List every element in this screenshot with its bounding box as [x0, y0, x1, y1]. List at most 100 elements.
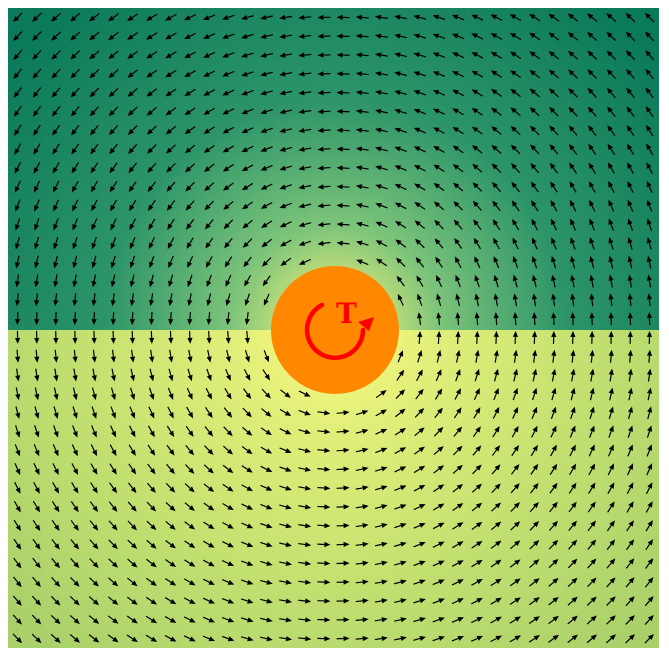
field-arrow [72, 368, 78, 382]
field-arrow [355, 184, 369, 190]
field-arrow [317, 429, 331, 435]
field-arrow [88, 634, 100, 643]
field-arrow [375, 428, 388, 435]
field-arrow [184, 107, 196, 116]
field-arrow [376, 258, 388, 267]
field-arrow [356, 259, 369, 266]
field-arrow [279, 202, 292, 209]
field-arrow [91, 293, 97, 307]
field-arrow [110, 199, 118, 212]
field-arrow [413, 164, 426, 172]
field-arrow [490, 89, 502, 97]
field-arrow [433, 446, 444, 456]
field-arrow [627, 255, 633, 269]
field-arrow [645, 539, 654, 551]
field-arrow [166, 200, 176, 211]
field-arrow [453, 219, 463, 230]
field-arrow [164, 635, 177, 642]
field-arrow [223, 200, 234, 210]
field-arrow [374, 598, 388, 604]
field-arrow [394, 146, 407, 152]
field-arrow [166, 463, 175, 475]
field-arrow [146, 482, 156, 493]
field-arrow [34, 406, 40, 419]
field-arrow [186, 237, 194, 249]
field-arrow [455, 368, 461, 382]
field-arrow [452, 126, 464, 135]
field-arrow [452, 71, 465, 78]
field-arrow [52, 444, 59, 457]
field-arrow [531, 200, 539, 212]
field-arrow [14, 161, 22, 174]
field-arrow [14, 124, 22, 136]
field-arrow [355, 560, 369, 566]
field-arrow [413, 635, 426, 641]
field-arrow [110, 255, 116, 269]
field-arrow [91, 312, 97, 326]
field-arrow [551, 255, 557, 269]
field-arrow [375, 221, 388, 228]
field-arrow [415, 388, 424, 400]
field-arrow [72, 255, 78, 269]
field-arrow [129, 274, 135, 288]
field-arrow [260, 164, 273, 171]
field-arrow [374, 52, 388, 58]
field-arrow [221, 616, 235, 623]
field-arrow [89, 520, 99, 531]
field-arrow [548, 520, 559, 531]
field-arrow [568, 69, 579, 79]
field-arrow [205, 256, 213, 268]
field-arrow [568, 106, 578, 117]
field-arrow [126, 634, 138, 643]
field-arrow [490, 635, 503, 643]
field-arrow [126, 596, 138, 605]
field-arrow [184, 144, 196, 154]
field-arrow [260, 427, 272, 436]
field-arrow [608, 330, 614, 344]
field-arrow [453, 407, 462, 419]
field-arrow [279, 109, 293, 115]
field-arrow [222, 108, 235, 115]
field-arrow [549, 501, 558, 513]
field-arrow [241, 164, 254, 172]
field-arrow [645, 124, 654, 137]
field-arrow [355, 428, 369, 434]
field-arrow [260, 560, 273, 566]
field-arrow [587, 501, 596, 513]
field-arrow [454, 388, 461, 400]
field-arrow [589, 293, 595, 307]
field-arrow [435, 369, 442, 382]
field-arrow [374, 504, 388, 510]
field-arrow [109, 143, 118, 155]
field-arrow [241, 127, 254, 133]
field-arrow [644, 577, 654, 588]
field-arrow [70, 106, 80, 117]
field-arrow [221, 598, 235, 604]
field-arrow [570, 368, 576, 382]
field-arrow [455, 293, 461, 307]
field-arrow [279, 485, 292, 491]
field-arrow [13, 31, 23, 42]
field-arrow [317, 33, 331, 39]
field-arrow [15, 406, 21, 419]
field-arrow [129, 387, 136, 401]
field-arrow [240, 598, 254, 604]
field-arrow [13, 500, 21, 513]
field-arrow [530, 162, 540, 174]
field-arrow [262, 369, 271, 381]
field-arrow [568, 144, 578, 155]
field-arrow [280, 389, 291, 398]
field-arrow [569, 425, 576, 438]
field-arrow [145, 596, 157, 605]
field-arrow [146, 125, 157, 135]
field-arrow [129, 425, 136, 438]
field-arrow [279, 221, 292, 228]
field-arrow [625, 539, 635, 551]
field-arrow [185, 200, 195, 211]
field-arrow [374, 485, 388, 491]
field-arrow [493, 256, 500, 269]
field-arrow [53, 274, 59, 288]
field-arrow [89, 577, 99, 587]
field-arrow [241, 579, 254, 585]
field-arrow [110, 406, 116, 419]
